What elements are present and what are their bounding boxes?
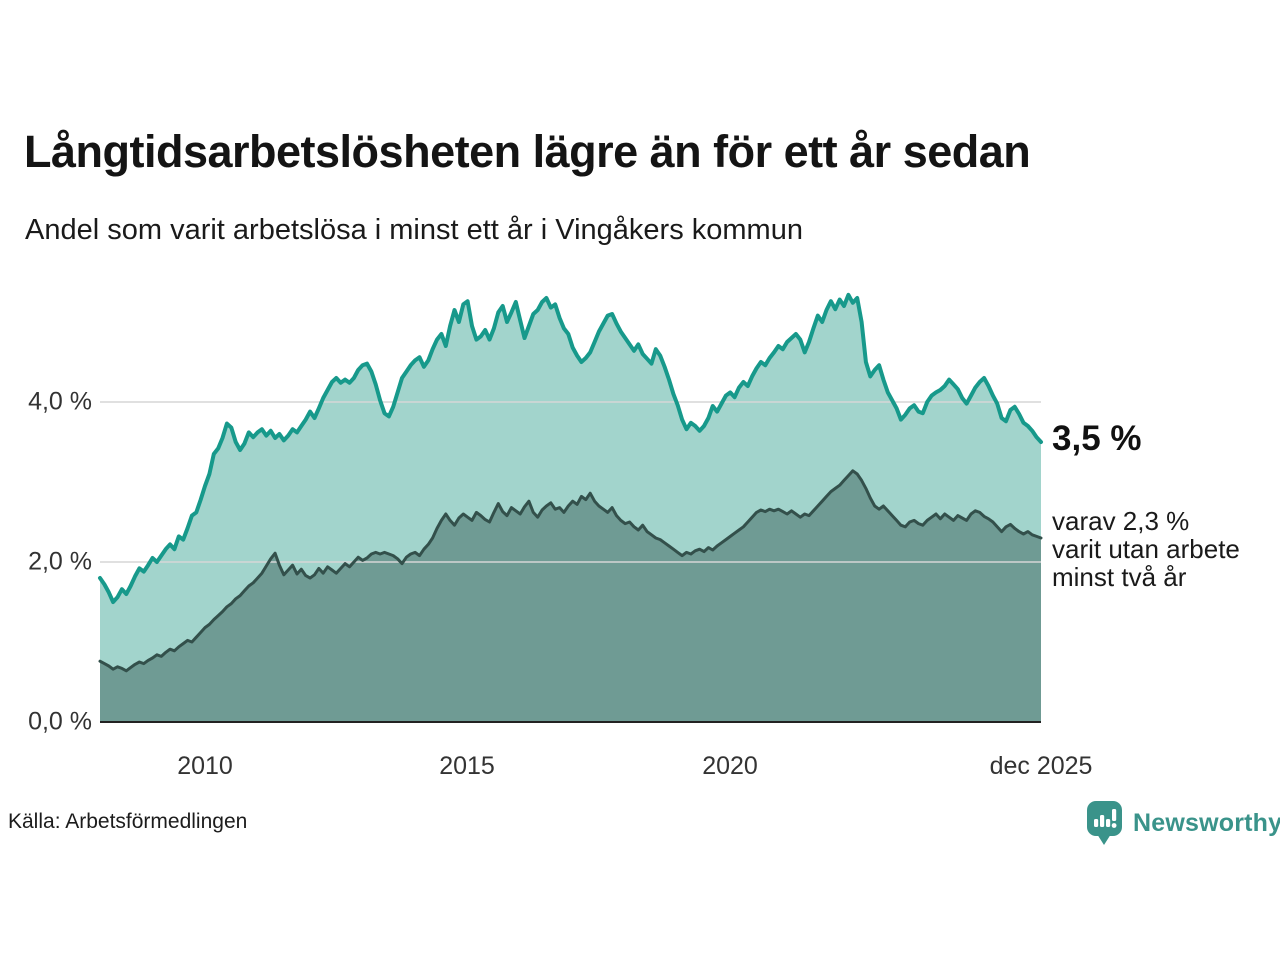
secondary-annotation-line-3: minst två år: [1052, 562, 1187, 592]
area-fill-two-years: [100, 470, 1041, 722]
secondary-annotation-line-2: varit utan arbete: [1052, 534, 1240, 564]
x-tick-2015: 2015: [439, 752, 495, 780]
gridlines: [100, 401, 1041, 563]
newsworthy-wordmark: Newsworthy: [1133, 808, 1280, 837]
page-subtitle: Andel som varit arbetslösa i minst ett å…: [25, 214, 803, 246]
latest-value-label: 3,5 %: [1052, 419, 1142, 458]
x-tick-2020: 2020: [702, 752, 758, 780]
source-caption: Källa: Arbetsförmedlingen: [8, 810, 248, 833]
bar-chart-speech-bubble-icon: [1087, 801, 1122, 845]
newsworthy-logo: Newsworthy: [1086, 800, 1280, 846]
line-one-year: [98, 292, 1043, 604]
line-two-years: [98, 469, 1043, 673]
secondary-annotation: varav 2,3 % varit utan arbete minst två …: [1052, 507, 1240, 591]
y-tick-4: 4,0 %: [28, 387, 92, 416]
y-tick-0: 0,0 %: [28, 707, 92, 736]
secondary-annotation-line-1: varav 2,3 %: [1052, 506, 1190, 536]
y-tick-2: 2,0 %: [28, 547, 92, 576]
x-tick-2010: 2010: [177, 752, 233, 780]
x-tick-dec-2025: dec 2025: [989, 752, 1093, 780]
page-title: Långtidsarbetslösheten lägre än för ett …: [24, 126, 1031, 177]
area-fills: [100, 294, 1041, 722]
